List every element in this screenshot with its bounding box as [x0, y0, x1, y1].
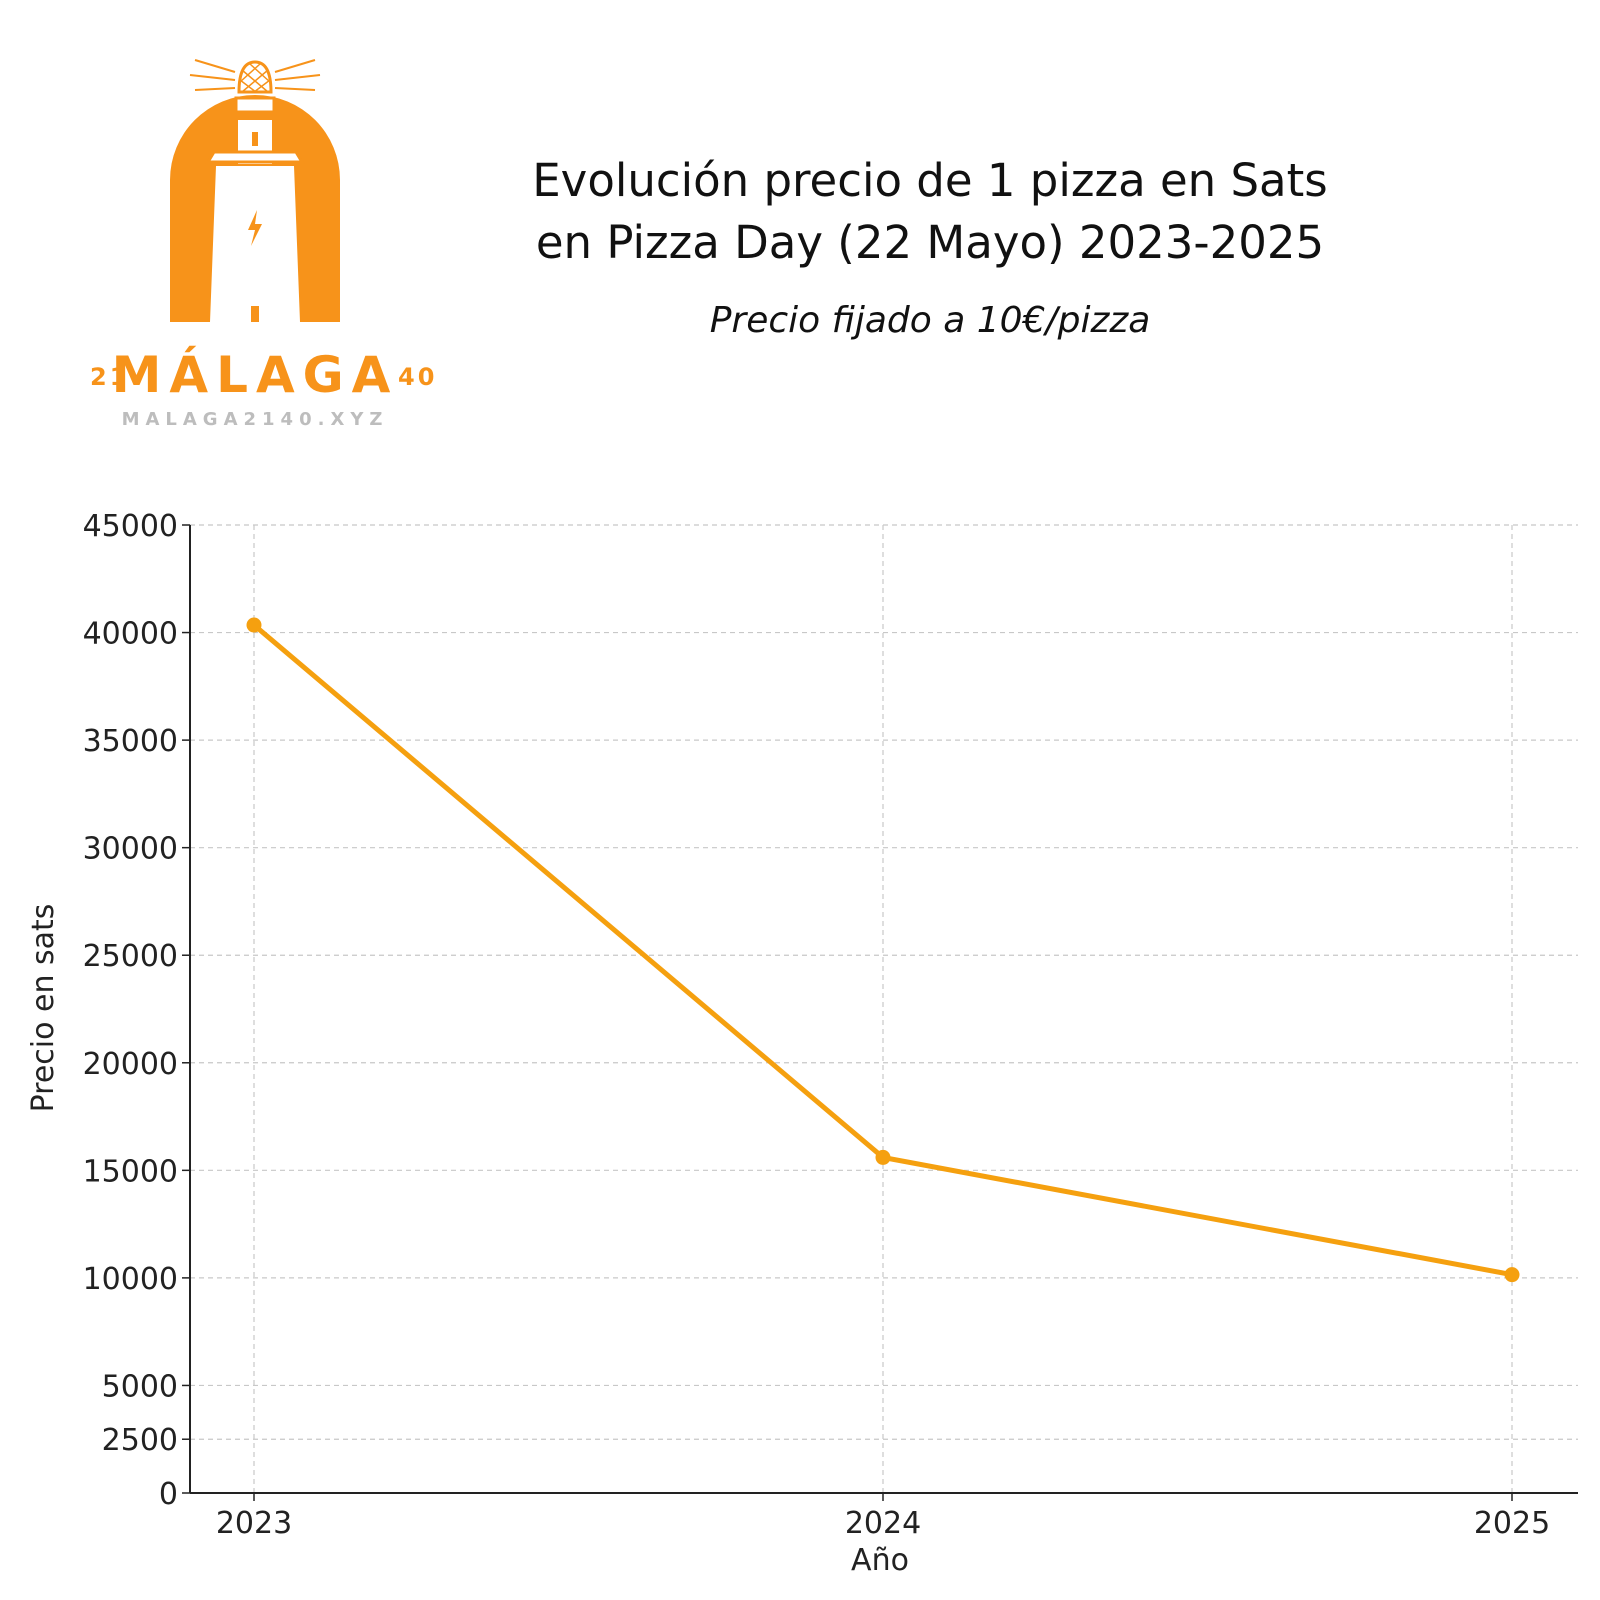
- x-axis-ticks: 2023 2024 2025: [216, 1493, 1550, 1541]
- x-tick-label: 2025: [1474, 1506, 1550, 1541]
- data-point: [1504, 1267, 1520, 1283]
- grid-lines: [190, 524, 1578, 1493]
- y-tick-label: 30000: [83, 832, 178, 867]
- y-tick-label: 20000: [83, 1047, 178, 1082]
- lighthouse-icon: [170, 59, 340, 322]
- y-axis-label: Precio en sats: [26, 904, 61, 1113]
- logo-right-number: 40: [398, 363, 437, 391]
- y-tick-label: 15000: [83, 1154, 178, 1189]
- y-axis-ticks: 0 2500 5000 10000 15000 20000 25000 30000 35000 4…: [83, 509, 190, 1512]
- title-block: Evolución precio de 1 pizza en Sats en P…: [470, 150, 1390, 341]
- logo-left-number: 21: [90, 363, 129, 391]
- data-point: [246, 617, 262, 633]
- x-axis-label: Año: [851, 1543, 909, 1578]
- y-tick-label: 10000: [83, 1262, 178, 1297]
- series-group: [246, 617, 1520, 1283]
- x-tick-label: 2024: [845, 1506, 921, 1541]
- logo-url: MALAGA2140.XYZ: [122, 409, 389, 430]
- axes: [189, 525, 1578, 1494]
- y-tick-label: 35000: [83, 724, 178, 759]
- chart-subtitle: Precio fijado a 10€/pizza: [709, 300, 1151, 341]
- y-tick-label: 40000: [83, 617, 178, 652]
- chart-title-line-2: en Pizza Day (22 Mayo) 2023-2025: [535, 216, 1325, 269]
- y-tick-label: 2500: [102, 1423, 178, 1458]
- logo-name: MÁLAGA: [112, 345, 399, 404]
- chart-title-line-1: Evolución precio de 1 pizza en Sats: [532, 154, 1328, 207]
- data-point: [875, 1149, 891, 1165]
- y-tick-label: 5000: [102, 1369, 178, 1404]
- y-tick-label: 25000: [83, 939, 178, 974]
- line-chart: 0 2500 5000 10000 15000 20000 25000 30000 35000 4…: [26, 509, 1578, 1578]
- y-tick-label: 0: [159, 1477, 178, 1512]
- y-tick-label: 45000: [83, 509, 178, 544]
- malaga2140-logo: 21 MÁLAGA 40 MALAGA2140.XYZ: [90, 59, 437, 430]
- x-tick-label: 2023: [216, 1506, 292, 1541]
